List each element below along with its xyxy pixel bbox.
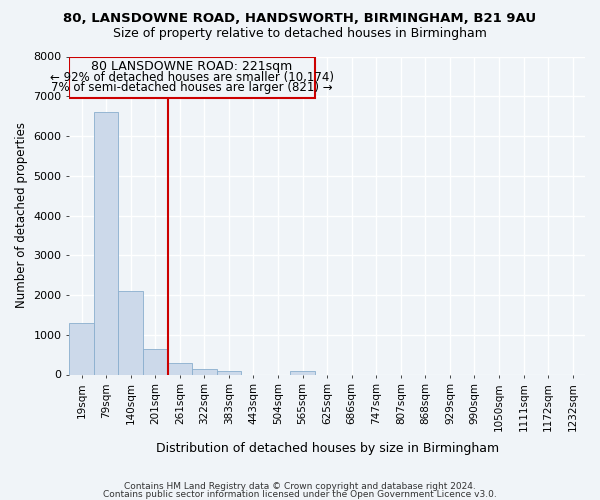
Text: Contains public sector information licensed under the Open Government Licence v3: Contains public sector information licen… [103,490,497,499]
Y-axis label: Number of detached properties: Number of detached properties [15,122,28,308]
Bar [70,56,315,98]
Bar [217,370,241,374]
Bar [192,368,217,374]
Bar [118,291,143,374]
Bar [70,323,94,374]
Text: 7% of semi-detached houses are larger (821) →: 7% of semi-detached houses are larger (8… [51,82,333,94]
Bar [94,112,118,374]
Text: Size of property relative to detached houses in Birmingham: Size of property relative to detached ho… [113,28,487,40]
Text: ← 92% of detached houses are smaller (10,174): ← 92% of detached houses are smaller (10… [50,71,334,84]
Text: 80, LANSDOWNE ROAD, HANDSWORTH, BIRMINGHAM, B21 9AU: 80, LANSDOWNE ROAD, HANDSWORTH, BIRMINGH… [64,12,536,26]
Bar [290,370,315,374]
Bar [143,348,167,374]
Text: 80 LANSDOWNE ROAD: 221sqm: 80 LANSDOWNE ROAD: 221sqm [91,60,293,74]
Text: Contains HM Land Registry data © Crown copyright and database right 2024.: Contains HM Land Registry data © Crown c… [124,482,476,491]
Bar [167,362,192,374]
X-axis label: Distribution of detached houses by size in Birmingham: Distribution of detached houses by size … [155,442,499,455]
